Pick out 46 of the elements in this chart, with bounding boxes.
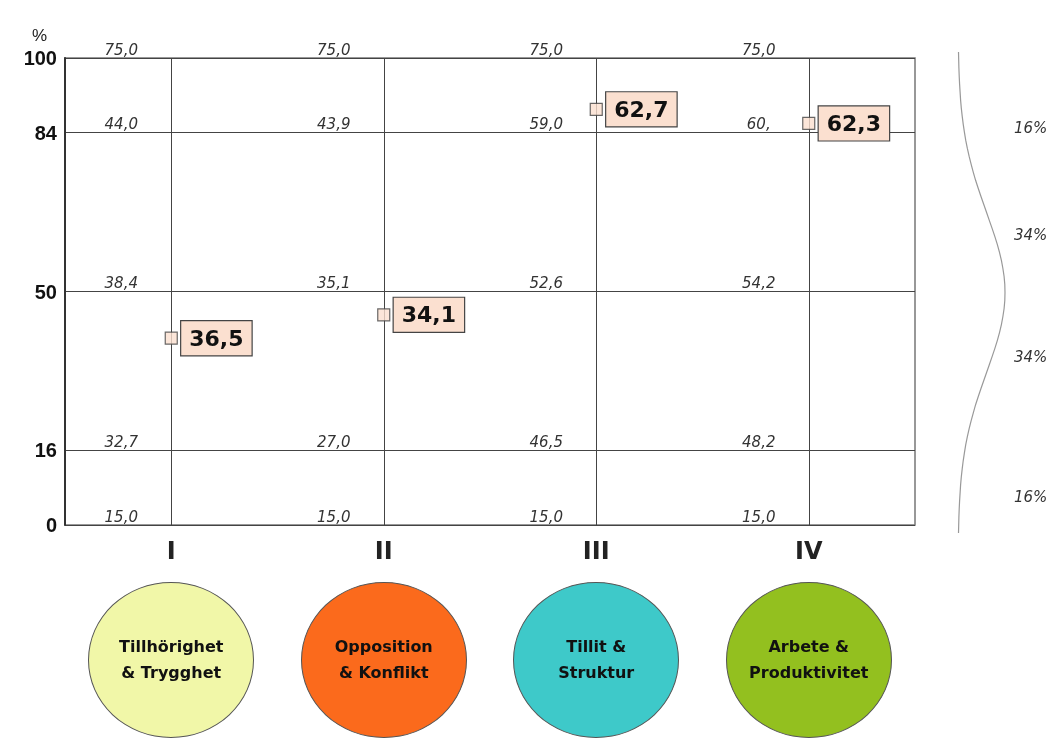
point	[377, 308, 391, 322]
x-tick-label: I	[166, 537, 176, 565]
annotation: 59,0	[529, 115, 563, 134]
y-axis-title: %	[31, 26, 47, 45]
annotation: 52,6	[529, 274, 563, 292]
text: 34%	[1014, 226, 1048, 245]
y-tick-label: 0	[45, 514, 57, 536]
text: 16%	[1014, 118, 1048, 137]
annotation: 62,7	[614, 96, 669, 122]
x-tick-label: II	[374, 537, 393, 565]
annotation: 75,0	[529, 40, 563, 59]
circle-badge: Opposition & Konflikt	[300, 582, 467, 738]
y-tick-label: 16	[34, 439, 57, 462]
y-tick-label: 50	[34, 280, 57, 303]
annotation: 15,0	[104, 507, 138, 526]
annotation: 27,0	[317, 432, 351, 451]
annotation: 75,0	[317, 40, 351, 59]
annotation: 15,0	[317, 507, 351, 526]
annotation: 15,0	[529, 507, 563, 526]
annotation: 35,1	[317, 274, 351, 292]
point	[164, 331, 178, 345]
annotation: 75,0	[104, 40, 138, 59]
annotation: 62,3	[826, 110, 882, 136]
annotation: 48,2	[742, 432, 776, 451]
annotation: 60,	[746, 115, 771, 134]
annotation: 36,5	[189, 325, 244, 351]
x-tick-label: IV	[794, 537, 823, 565]
circle-badge: Tillit & Struktur	[513, 582, 680, 738]
x-tick-label: III	[582, 537, 610, 565]
annotation: 46,5	[529, 432, 563, 451]
annotation: 43,9	[317, 115, 351, 134]
circle-badge: Arbete & Produktivitet	[725, 582, 892, 738]
annotation: 32,7	[104, 432, 139, 451]
annotation: 44,0	[104, 115, 138, 134]
y-tick-label: 100	[23, 47, 57, 69]
annotation: 15,0	[742, 507, 776, 526]
annotation: 75,0	[742, 40, 776, 59]
point	[589, 102, 603, 116]
text: 16%	[1014, 487, 1048, 506]
text: 34%	[1014, 347, 1048, 366]
annotation: 38,4	[104, 274, 138, 292]
annotation: 54,2	[742, 274, 776, 292]
y-tick-label: 84	[34, 121, 58, 144]
circle-badge: Tillhörighet & Trygghet	[88, 582, 255, 738]
point	[802, 116, 816, 130]
annotation: 34,1	[401, 302, 457, 328]
